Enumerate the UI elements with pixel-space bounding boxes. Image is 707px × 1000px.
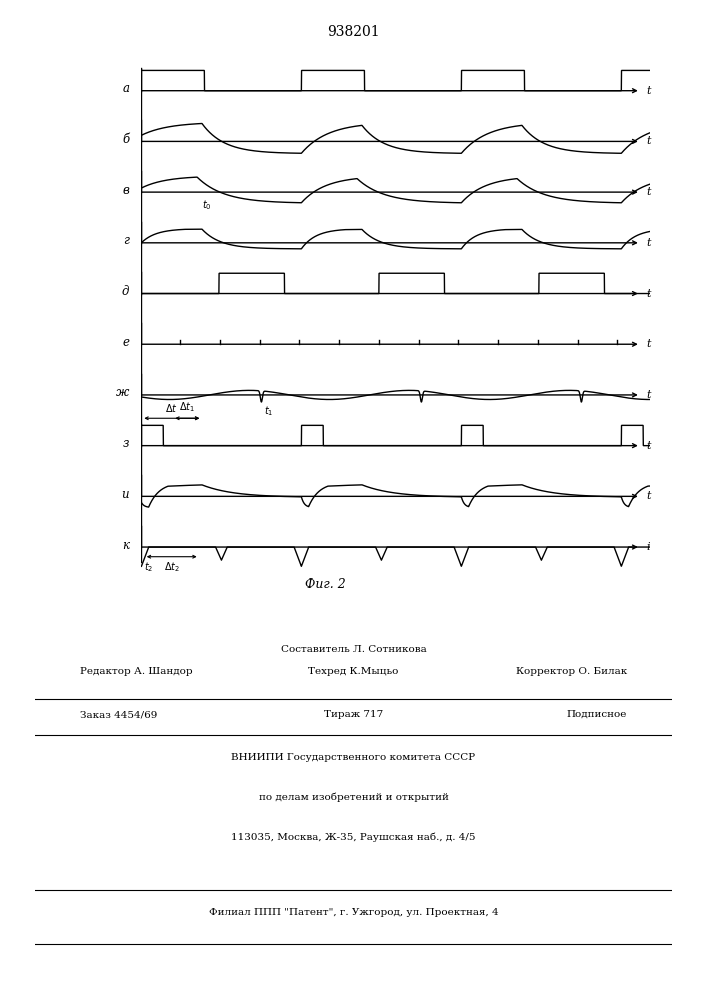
Text: Подписное: Подписное [567, 710, 627, 719]
Text: $t_1$: $t_1$ [264, 405, 273, 418]
Text: $\Delta t$: $\Delta t$ [165, 402, 178, 414]
Text: по делам изобретений и открытий: по делам изобретений и открытий [259, 793, 448, 802]
Text: t: t [647, 187, 651, 197]
Text: $t_2$: $t_2$ [144, 561, 153, 574]
Text: Тираж 717: Тираж 717 [324, 710, 383, 719]
Text: е: е [122, 336, 129, 349]
Text: t: t [647, 289, 651, 299]
Text: t: t [647, 238, 651, 248]
Text: Заказ 4454/69: Заказ 4454/69 [80, 710, 157, 719]
Text: г: г [123, 234, 129, 247]
Text: t: t [647, 86, 651, 96]
Text: з: з [123, 437, 129, 450]
Text: t: t [647, 390, 651, 400]
Text: Составитель Л. Сотникова: Составитель Л. Сотникова [281, 645, 426, 654]
Text: Техред К.Мыцьо: Техред К.Мыцьо [308, 667, 399, 676]
Text: t: t [647, 491, 651, 501]
Text: $\Delta t_1$: $\Delta t_1$ [179, 401, 195, 414]
Text: б: б [122, 133, 129, 146]
Text: а: а [122, 82, 129, 95]
Text: и: и [122, 488, 129, 501]
Text: $\Delta t_2$: $\Delta t_2$ [164, 561, 180, 574]
Text: к: к [122, 539, 129, 552]
Text: ВНИИПИ Государственного комитета СССР: ВНИИПИ Государственного комитета СССР [231, 753, 476, 762]
Text: t: t [647, 441, 651, 451]
Text: t: t [647, 136, 651, 146]
Text: Редактор А. Шандор: Редактор А. Шандор [80, 667, 192, 676]
Text: ж: ж [116, 386, 129, 399]
Text: i: i [647, 542, 650, 552]
Text: в: в [122, 184, 129, 197]
Text: Филиал ППП "Патент", г. Ужгород, ул. Проектная, 4: Филиал ППП "Патент", г. Ужгород, ул. Про… [209, 908, 498, 917]
Text: Корректор О. Билак: Корректор О. Билак [516, 667, 627, 676]
Text: t: t [647, 339, 651, 349]
Text: 938201: 938201 [327, 25, 380, 39]
Text: Фиг. 2: Фиг. 2 [305, 578, 346, 591]
Text: 113035, Москва, Ж-35, Раушская наб., д. 4/5: 113035, Москва, Ж-35, Раушская наб., д. … [231, 832, 476, 842]
Text: $t_0$: $t_0$ [202, 198, 211, 212]
Text: д: д [122, 285, 129, 298]
